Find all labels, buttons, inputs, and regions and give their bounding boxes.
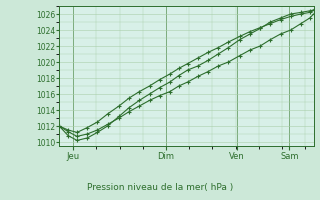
Text: Pression niveau de la mer( hPa ): Pression niveau de la mer( hPa ) xyxy=(87,183,233,192)
